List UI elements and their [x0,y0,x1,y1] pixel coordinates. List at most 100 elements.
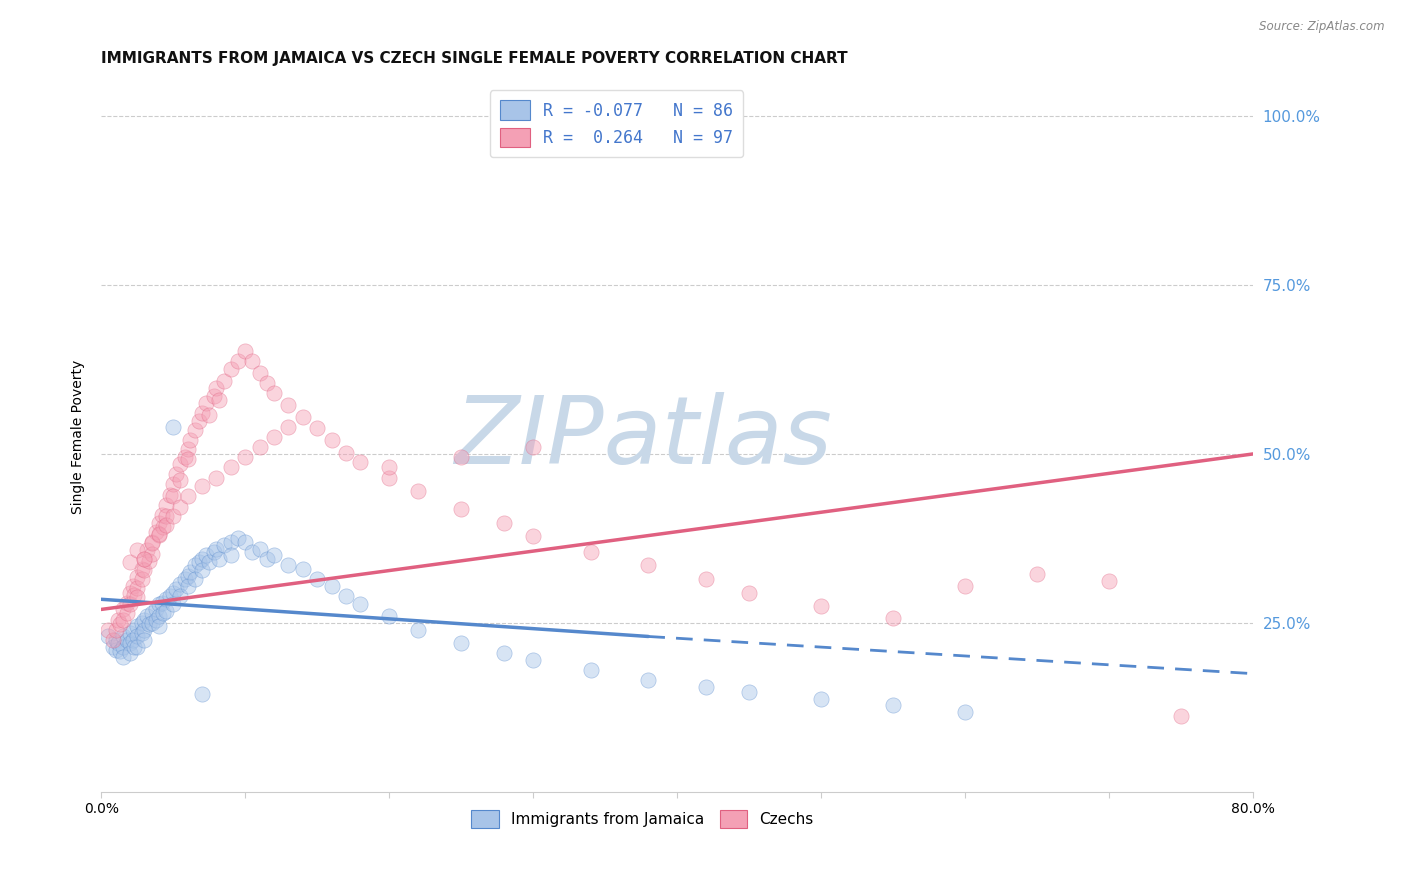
Point [335,589,357,603]
Point [122,623,145,637]
Point [637,558,659,573]
Point [233,344,256,359]
Point [176,442,198,456]
Point [335,445,357,459]
Legend: Immigrants from Jamaica, Czechs: Immigrants from Jamaica, Czechs [465,805,820,834]
Point [127,640,149,654]
Point [738,585,761,599]
Text: IMMIGRANTS FROM JAMAICA VS CZECH SINGLE FEMALE POVERTY CORRELATION CHART: IMMIGRANTS FROM JAMAICA VS CZECH SINGLE … [101,51,848,66]
Point [219,549,242,563]
Point [184,423,207,437]
Point [155,604,177,618]
Point [208,551,231,566]
Point [263,549,285,563]
Point [155,509,177,524]
Point [579,663,602,677]
Point [141,606,163,620]
Point [169,457,191,471]
Point [179,566,201,580]
Point [176,489,198,503]
Point [233,450,256,465]
Point [159,487,181,501]
Point [141,536,163,550]
Point [148,528,170,542]
Point [450,450,472,465]
Point [118,597,141,611]
Point [127,543,149,558]
Point [494,516,516,530]
Point [1170,709,1192,723]
Point [127,619,149,633]
Point [378,470,401,484]
Point [321,434,343,448]
Point [184,558,207,573]
Point [165,467,187,482]
Point [111,630,134,644]
Point [150,508,173,522]
Point [131,572,153,586]
Point [162,509,184,524]
Point [202,389,225,403]
Point [263,430,285,444]
Point [263,386,285,401]
Point [124,640,146,654]
Point [111,649,134,664]
Point [111,613,134,627]
Point [307,421,329,435]
Text: Source: ZipAtlas.com: Source: ZipAtlas.com [1260,20,1385,33]
Point [277,420,299,434]
Point [212,538,235,552]
Point [165,582,187,596]
Point [148,609,170,624]
Point [208,392,231,407]
Point [127,630,149,644]
Point [115,606,138,620]
Point [107,636,129,650]
Point [141,615,163,630]
Point [162,585,184,599]
Point [378,460,401,475]
Point [124,588,146,602]
Point [738,685,761,699]
Point [205,381,228,395]
Point [104,643,127,657]
Point [162,489,184,503]
Point [148,619,170,633]
Point [522,653,544,667]
Point [138,617,160,632]
Point [226,532,249,546]
Point [155,498,177,512]
Point [111,602,134,616]
Point [136,609,159,624]
Point [134,613,156,627]
Point [131,562,153,576]
Point [134,632,156,647]
Point [810,599,832,613]
Point [195,396,218,410]
Point [97,630,120,644]
Point [406,623,429,637]
Point [695,572,717,586]
Point [155,517,177,532]
Point [104,632,127,647]
Point [169,500,191,514]
Point [108,644,131,658]
Point [256,376,278,390]
Point [184,572,207,586]
Point [115,632,138,647]
Point [219,362,242,376]
Point [695,680,717,694]
Point [118,555,141,569]
Point [226,353,249,368]
Point [141,534,163,549]
Point [122,632,145,647]
Point [145,602,167,616]
Point [108,617,131,632]
Point [131,626,153,640]
Point [115,596,138,610]
Point [378,609,401,624]
Point [131,615,153,630]
Point [242,353,264,368]
Point [579,545,602,559]
Point [188,415,211,429]
